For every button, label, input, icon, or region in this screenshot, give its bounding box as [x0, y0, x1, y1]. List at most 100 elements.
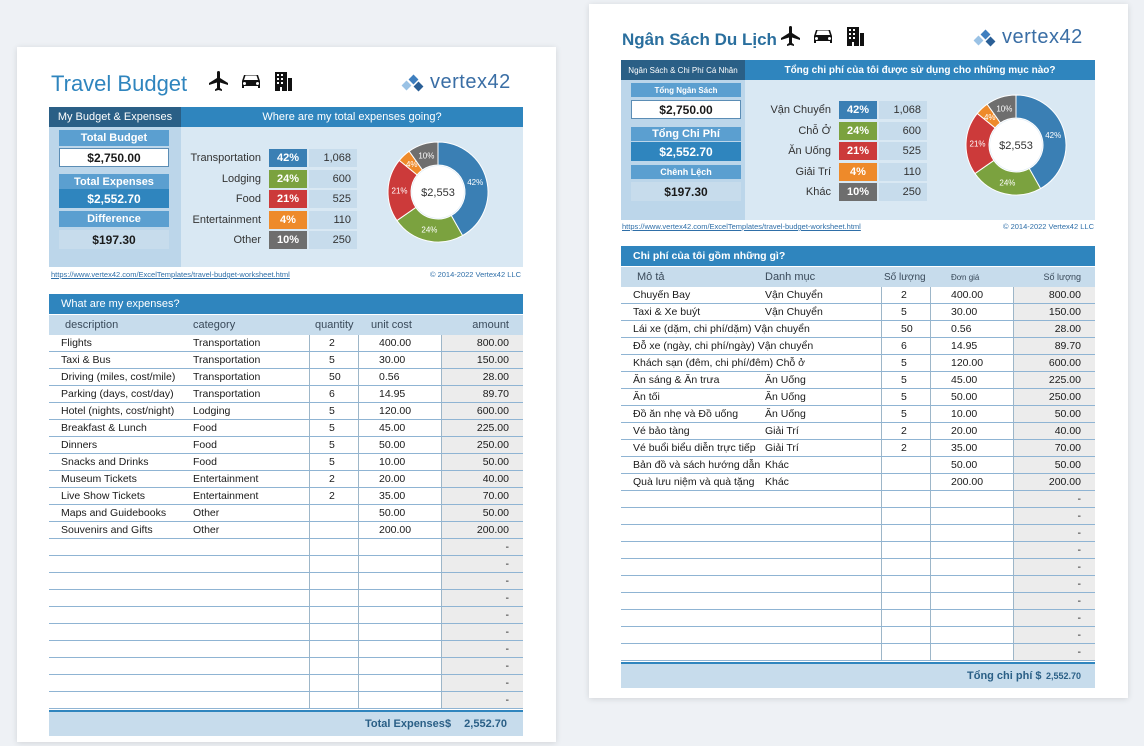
table-row[interactable]: - [49, 539, 523, 556]
category-row: Other 10% 250 [173, 231, 357, 249]
row-quantity: 5 [329, 439, 335, 451]
donut-slice-label: 24% [999, 179, 1015, 188]
budget-panel-header: My Budget & Expenses [49, 107, 181, 127]
category-percent: 4% [839, 162, 877, 181]
table-row[interactable]: - [621, 525, 1095, 542]
car-icon [239, 69, 263, 93]
row-category: Transportation [193, 354, 261, 366]
copyright-vi: © 2014-2022 Vertex42 LLC [1002, 222, 1094, 231]
table-row[interactable]: - [49, 573, 523, 590]
column-divider [309, 335, 310, 709]
row-quantity: 2 [329, 490, 335, 502]
table-row[interactable]: - [49, 658, 523, 675]
total-budget-input-vi[interactable]: $2,750.00 [631, 100, 741, 119]
table-row[interactable]: - [621, 542, 1095, 559]
table-row[interactable]: Maps and Guidebooks Other 50.00 50.00 [49, 505, 523, 522]
row-description: Vé bảo tàng [633, 425, 690, 437]
category-amount: 600 [309, 169, 357, 188]
row-quantity: 5 [901, 357, 907, 369]
table-row[interactable]: - [621, 576, 1095, 593]
difference-label-vi: Chênh Lệch [631, 165, 741, 179]
table-row[interactable]: Đỗ xe (ngày, chi phí/ngày) Vận chuyển 6 14… [621, 338, 1095, 355]
table-row[interactable]: - [621, 593, 1095, 610]
template-link-vi[interactable]: https://www.vertex42.com/ExcelTemplates/… [622, 222, 861, 231]
table-row[interactable]: - [49, 675, 523, 692]
difference-value-vi: $197.30 [631, 182, 741, 201]
row-description: Lái xe (dặm, chi phí/dặm) Vận chuyển [633, 323, 810, 335]
expenses-table-title-vi: Chi phí của tôi gồm những gì? [621, 246, 1095, 266]
row-unit-cost: 45.00 [951, 374, 978, 386]
row-description: Ăn sáng & Ăn trưa [633, 374, 720, 386]
table-row[interactable]: Snacks and Drinks Food 5 10.00 50.00 [49, 454, 523, 471]
row-quantity: 5 [329, 405, 335, 417]
table-row[interactable]: - [621, 610, 1095, 627]
logo-mark-icon [401, 74, 425, 92]
table-row[interactable]: - [621, 627, 1095, 644]
row-amount: 600.00 [476, 405, 509, 417]
row-amount: 200.00 [1048, 476, 1081, 488]
table-row[interactable]: Khách sạn (đêm, chi phí/đêm) Chỗ ở 5 120.0… [621, 355, 1095, 372]
row-category: Ăn Uống [765, 408, 806, 420]
row-quantity: 5 [901, 306, 907, 318]
table-row[interactable]: Taxi & Xe buýt Vận Chuyển 5 30.00 150.00 [621, 304, 1095, 321]
total-value: 2,552.70 [464, 718, 507, 730]
row-unit-cost: 14.95 [951, 340, 978, 352]
table-row[interactable]: Chuyến Bay Vận Chuyển 2 400.00 800.00 [621, 287, 1095, 304]
row-amount: 600.00 [1048, 357, 1081, 369]
table-row[interactable]: - [49, 641, 523, 658]
table-row[interactable]: - [621, 559, 1095, 576]
category-row: Transportation 42% 1,068 [173, 149, 357, 167]
table-row[interactable]: Museum Tickets Entertainment 2 20.00 40.00 [49, 471, 523, 488]
row-amount: - [505, 541, 510, 553]
row-amount: 50.00 [482, 456, 509, 468]
row-amount: - [1077, 493, 1082, 505]
table-row[interactable]: Souvenirs and Gifts Other 200.00 200.00 [49, 522, 523, 539]
table-row[interactable]: - [49, 590, 523, 607]
table-row[interactable]: - [49, 556, 523, 573]
template-link[interactable]: https://www.vertex42.com/ExcelTemplates/… [51, 270, 290, 279]
table-row[interactable]: - [49, 624, 523, 641]
row-description: Breakfast & Lunch [61, 422, 147, 434]
table-row[interactable]: - [621, 644, 1095, 661]
row-amount: - [505, 575, 510, 587]
row-amount: - [505, 558, 510, 570]
table-row[interactable]: - [621, 508, 1095, 525]
chart-panel-header-vi: Tổng chi phí của tôi được sử dụng cho nh… [745, 60, 1095, 80]
table-row[interactable]: - [49, 692, 523, 709]
row-amount: 150.00 [1048, 306, 1081, 318]
table-row[interactable]: Lái xe (dặm, chi phí/dặm) Vận chuyển 50 0.… [621, 321, 1095, 338]
chart-panel-header: Where are my total expenses going? [181, 107, 523, 127]
donut-slice-label: 4% [984, 113, 996, 122]
table-row[interactable]: - [621, 491, 1095, 508]
table-row[interactable]: Breakfast & Lunch Food 5 45.00 225.00 [49, 420, 523, 437]
expenses-table-header: description category quantity unit cost … [49, 315, 523, 335]
table-row[interactable]: Ăn tối Ăn Uống 5 50.00 250.00 [621, 389, 1095, 406]
category-percent: 21% [839, 142, 877, 160]
table-row[interactable]: Driving (miles, cost/mile) Transportation… [49, 369, 523, 386]
table-row[interactable]: Ăn sáng & Ăn trưa Ăn Uống 5 45.00 225.00 [621, 372, 1095, 389]
table-row[interactable]: Taxi & Bus Transportation 5 30.00 150.00 [49, 352, 523, 369]
table-row[interactable]: Hotel (nights, cost/night) Lodging 5 120.00… [49, 403, 523, 420]
table-row[interactable]: Live Show Tickets Entertainment 2 35.00 70.0… [49, 488, 523, 505]
total-budget-input[interactable]: $2,750.00 [59, 148, 169, 167]
travel-icons-vi [779, 24, 867, 48]
row-amount: - [1077, 612, 1082, 624]
table-row[interactable]: Parking (days, cost/day) Transportation 6 1… [49, 386, 523, 403]
header-unit-cost-vi: Đơn giá [951, 272, 980, 282]
table-row[interactable]: Đồ ăn nhẹ và Đồ uống Ăn Uống 5 10.00 50.00 [621, 406, 1095, 423]
building-icon [843, 24, 867, 48]
table-row[interactable]: Dinners Food 5 50.00 250.00 [49, 437, 523, 454]
row-quantity: 5 [329, 456, 335, 468]
table-row[interactable]: Quà lưu niệm và quà tặng Khác 200.00 200.00 [621, 474, 1095, 491]
table-row[interactable]: Bản đồ và sách hướng dẫn Khác 50.00 50.00 [621, 457, 1095, 474]
row-category: Transportation [193, 337, 261, 349]
table-row[interactable]: Vé buổi biểu diễn trực tiếp Giải Trí 2 35.0… [621, 440, 1095, 457]
travel-budget-sheet: Travel Budget vertex42 My Budget & Expen… [17, 47, 556, 742]
row-unit-cost: 30.00 [379, 354, 406, 366]
category-name: Khác [805, 186, 831, 198]
category-name: Lodging [221, 172, 261, 185]
category-percent: 24% [269, 169, 307, 188]
table-row[interactable]: Flights Transportation 2 400.00 800.00 [49, 335, 523, 352]
table-row[interactable]: - [49, 607, 523, 624]
table-row[interactable]: Vé bảo tàng Giải Trí 2 20.00 40.00 [621, 423, 1095, 440]
